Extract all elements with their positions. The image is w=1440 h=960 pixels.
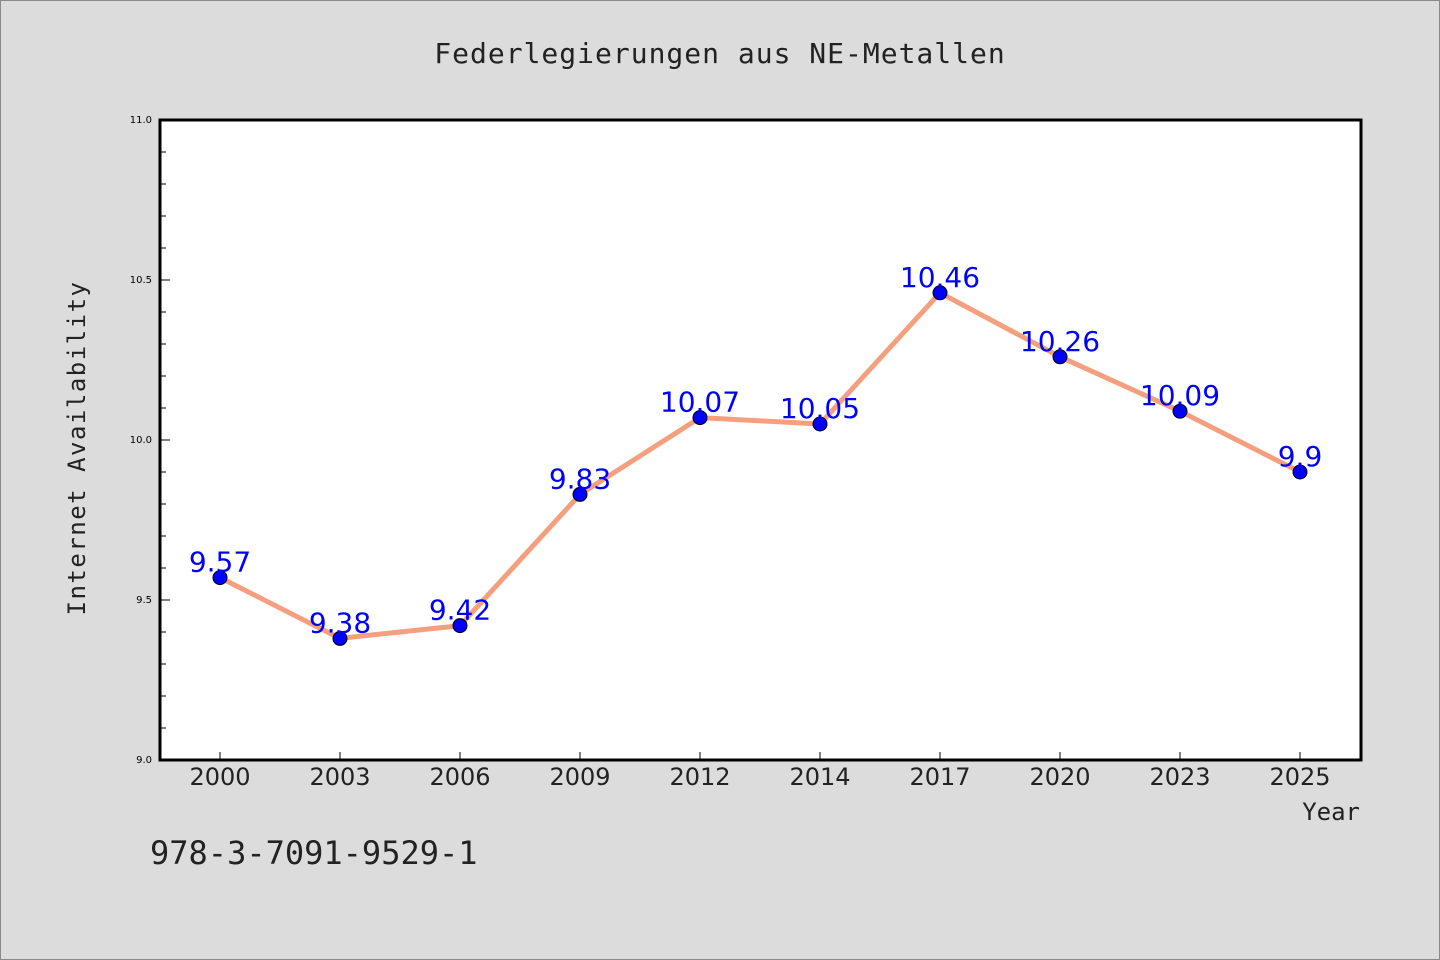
data-labels: 9.57 9.38 9.42 9.83 10.07 10.05 10.46 10.26 10.0… (189, 261, 1322, 640)
data-point-marker (932, 285, 948, 301)
data-label: 10.26 (1020, 325, 1100, 358)
data-label: 9.83 (549, 462, 611, 495)
data-point-marker (572, 486, 588, 502)
x-tick-label: 2012 (669, 763, 730, 791)
x-axis-tick-labels: 2000 2003 2006 2009 2012 2014 2017 2020 2023 2025 (189, 763, 1330, 791)
data-point-marker (812, 416, 828, 432)
data-label: 10.07 (660, 386, 740, 419)
x-tick-label: 2017 (909, 763, 970, 791)
data-label: 9.42 (429, 594, 491, 627)
data-label: 9.38 (309, 606, 371, 639)
chart-title: Federlegierungen aus NE-Metallen (434, 37, 1005, 70)
y-tick-label: 10.0 (130, 435, 152, 446)
y-tick-label: 9.5 (136, 595, 152, 606)
data-point-marker (692, 410, 708, 426)
data-label: 9.57 (189, 546, 251, 579)
x-axis-ticks (219, 752, 1301, 760)
x-tick-label: 2000 (189, 763, 250, 791)
series-line (218, 290, 1302, 641)
data-label: 10.46 (900, 261, 980, 294)
y-axis-ticks (160, 119, 170, 761)
x-tick-label: 2006 (429, 763, 490, 791)
data-label: 9.9 (1278, 440, 1323, 473)
footnote-isbn: 978-3-7091-9529-1 (150, 834, 478, 872)
data-label: 10.09 (1140, 379, 1220, 412)
y-tick-label: 9.0 (136, 755, 152, 766)
x-tick-label: 2009 (549, 763, 610, 791)
plot-area (158, 118, 1363, 762)
x-tick-label: 2020 (1029, 763, 1090, 791)
y-axis-tick-labels: 9.0 9.5 10.0 10.5 11.0 (130, 115, 152, 766)
data-point-marker (1292, 464, 1308, 480)
y-tick-label: 10.5 (130, 275, 152, 286)
data-point-marker (452, 618, 468, 634)
data-point-marker (212, 570, 228, 586)
data-label: 10.05 (780, 392, 860, 425)
data-point-marker (1172, 403, 1188, 419)
y-tick-label: 11.0 (130, 115, 152, 126)
x-axis-label: Year (1302, 798, 1360, 826)
x-tick-label: 2023 (1149, 763, 1210, 791)
data-point-marker (332, 630, 348, 646)
x-tick-label: 2003 (309, 763, 370, 791)
x-tick-label: 2014 (789, 763, 850, 791)
x-tick-label: 2025 (1269, 763, 1330, 791)
data-point-marker (1052, 349, 1068, 365)
y-axis-label: Internet Availability (63, 281, 91, 616)
series-markers (212, 285, 1308, 646)
